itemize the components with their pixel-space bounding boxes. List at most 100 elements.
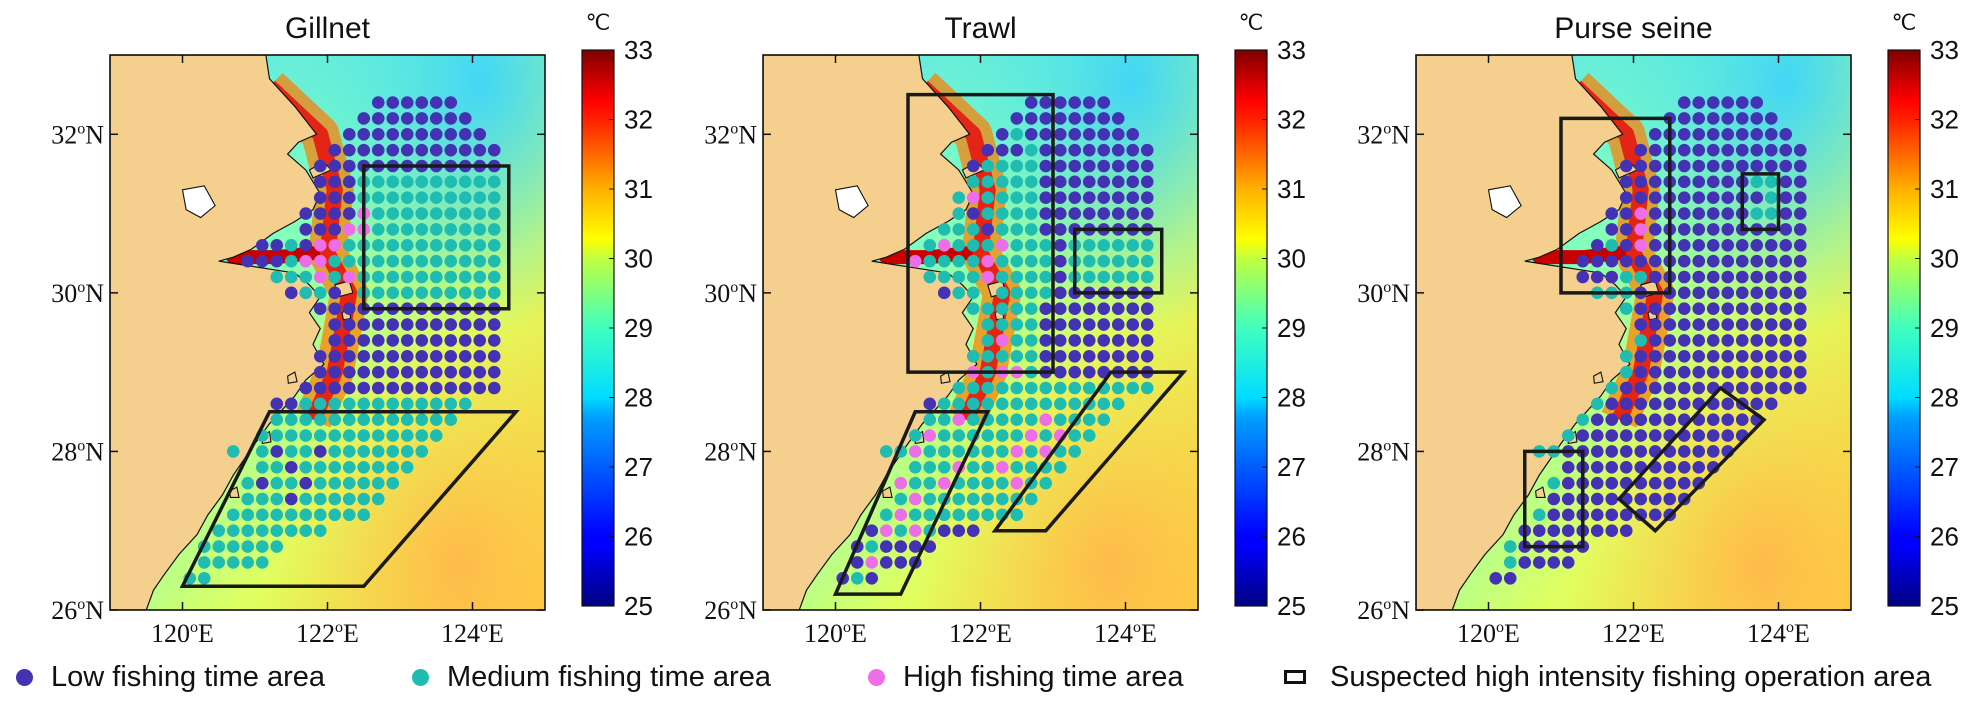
medium-fishing-point (1024, 302, 1038, 316)
low-fishing-point (1779, 191, 1793, 205)
medium-fishing-point (487, 254, 501, 268)
lon-tick-value: 120 (151, 619, 190, 648)
low-fishing-point (1721, 112, 1735, 125)
low-fishing-point (1068, 349, 1082, 363)
medium-fishing-point (328, 254, 342, 268)
medium-fishing-point (1634, 334, 1648, 347)
lat-suffix: N (1391, 279, 1410, 308)
medium-fishing-point (981, 476, 995, 490)
medium-fishing-point (270, 270, 284, 284)
medium-fishing-point (487, 175, 501, 189)
medium-fishing-point (299, 286, 313, 300)
medium-fishing-point (1547, 476, 1561, 490)
low-fishing-point (879, 540, 893, 553)
medium-fishing-point (1024, 318, 1038, 331)
low-fishing-point (429, 349, 443, 363)
low-fishing-point (1677, 334, 1691, 347)
medium-fishing-point (995, 492, 1009, 506)
low-fishing-point (1779, 159, 1793, 173)
medium-fishing-point (371, 175, 385, 189)
medium-fishing-point (444, 286, 458, 300)
low-fishing-point (1721, 413, 1735, 427)
low-fishing-point (328, 159, 342, 173)
low-fishing-point (1619, 445, 1633, 458)
medium-fishing-point (1750, 207, 1764, 220)
colorbar-tick-label: 31 (624, 174, 653, 204)
low-fishing-point (313, 191, 327, 205)
low-fishing-point (1619, 238, 1633, 252)
low-fishing-point (400, 365, 414, 379)
low-fishing-point (400, 143, 414, 157)
medium-fishing-point (981, 492, 995, 506)
low-fishing-point (1648, 191, 1662, 205)
low-fishing-point (328, 318, 342, 331)
low-fishing-point (1126, 175, 1140, 189)
high-intensity-box (1559, 116, 1672, 295)
lake-shape (181, 185, 216, 219)
lat-suffix: N (85, 279, 104, 308)
low-fishing-point (1764, 159, 1778, 173)
low-fishing-point (923, 397, 937, 411)
medium-fishing-point (1111, 381, 1125, 395)
low-fishing-point (1735, 334, 1749, 347)
medium-fishing-point (444, 175, 458, 189)
low-fishing-point (1126, 127, 1140, 141)
low-fishing-point (386, 365, 400, 379)
lon-suffix: E (1141, 619, 1157, 648)
medium-fishing-point (894, 524, 908, 538)
medium-fishing-point (995, 476, 1009, 490)
low-fishing-point (1721, 96, 1735, 109)
low-fishing-point (1793, 302, 1807, 316)
medium-fishing-point (952, 397, 966, 411)
medium-fishing-point (1039, 238, 1053, 252)
medium-fishing-point (313, 413, 327, 427)
low-fishing-point (1053, 349, 1067, 363)
low-fishing-point (357, 143, 371, 157)
degree-mark: o (730, 437, 738, 454)
low-fishing-point (328, 223, 342, 236)
low-fishing-point (1793, 191, 1807, 205)
low-fishing-point (1735, 143, 1749, 157)
medium-fishing-point (473, 286, 487, 300)
low-fishing-point (487, 334, 501, 347)
low-fishing-point (1677, 143, 1691, 157)
map-body (110, 55, 545, 610)
low-fishing-point (429, 127, 443, 141)
panel-title: Purse seine (1554, 12, 1712, 45)
low-fishing-point (1793, 381, 1807, 395)
medium-fishing-point (299, 492, 313, 506)
medium-fishing-point (995, 159, 1009, 173)
medium-fishing-point (1140, 270, 1154, 284)
medium-fishing-point (879, 508, 893, 522)
low-fishing-point (1779, 175, 1793, 189)
low-fishing-point (400, 381, 414, 395)
medium-fishing-point (966, 302, 980, 316)
low-fishing-point (1779, 381, 1793, 395)
map-panel-gillnet: 120oE 122oE 124oE26oN28oN30oN32oNGillnet25… (51, 10, 653, 648)
medium-fishing-point (1010, 238, 1024, 252)
medium-fishing-point (371, 238, 385, 252)
medium-fishing-point (995, 223, 1009, 236)
medium-fishing-point (371, 207, 385, 220)
low-fishing-point (894, 540, 908, 553)
medium-fishing-point (458, 397, 472, 411)
low-fishing-point (1706, 413, 1720, 427)
low-fishing-point (328, 286, 342, 300)
medium-fishing-point (284, 429, 298, 442)
low-fishing-point (1692, 302, 1706, 316)
medium-fishing-point (1111, 254, 1125, 268)
medium-marker-icon (412, 668, 429, 686)
lat-tick-label: 30oN (1357, 279, 1410, 308)
low-fishing-point (1561, 460, 1575, 474)
medium-fishing-point (952, 238, 966, 252)
medium-fishing-point (342, 238, 356, 252)
low-fishing-point (1735, 254, 1749, 268)
low-fishing-point (1764, 238, 1778, 252)
low-fishing-point (1111, 318, 1125, 331)
low-fishing-point (1793, 238, 1807, 252)
low-fishing-point (1706, 365, 1720, 379)
low-fishing-point (1605, 254, 1619, 268)
medium-fishing-point (458, 223, 472, 236)
degree-mark: o (988, 619, 996, 636)
medium-fishing-point (328, 270, 342, 284)
